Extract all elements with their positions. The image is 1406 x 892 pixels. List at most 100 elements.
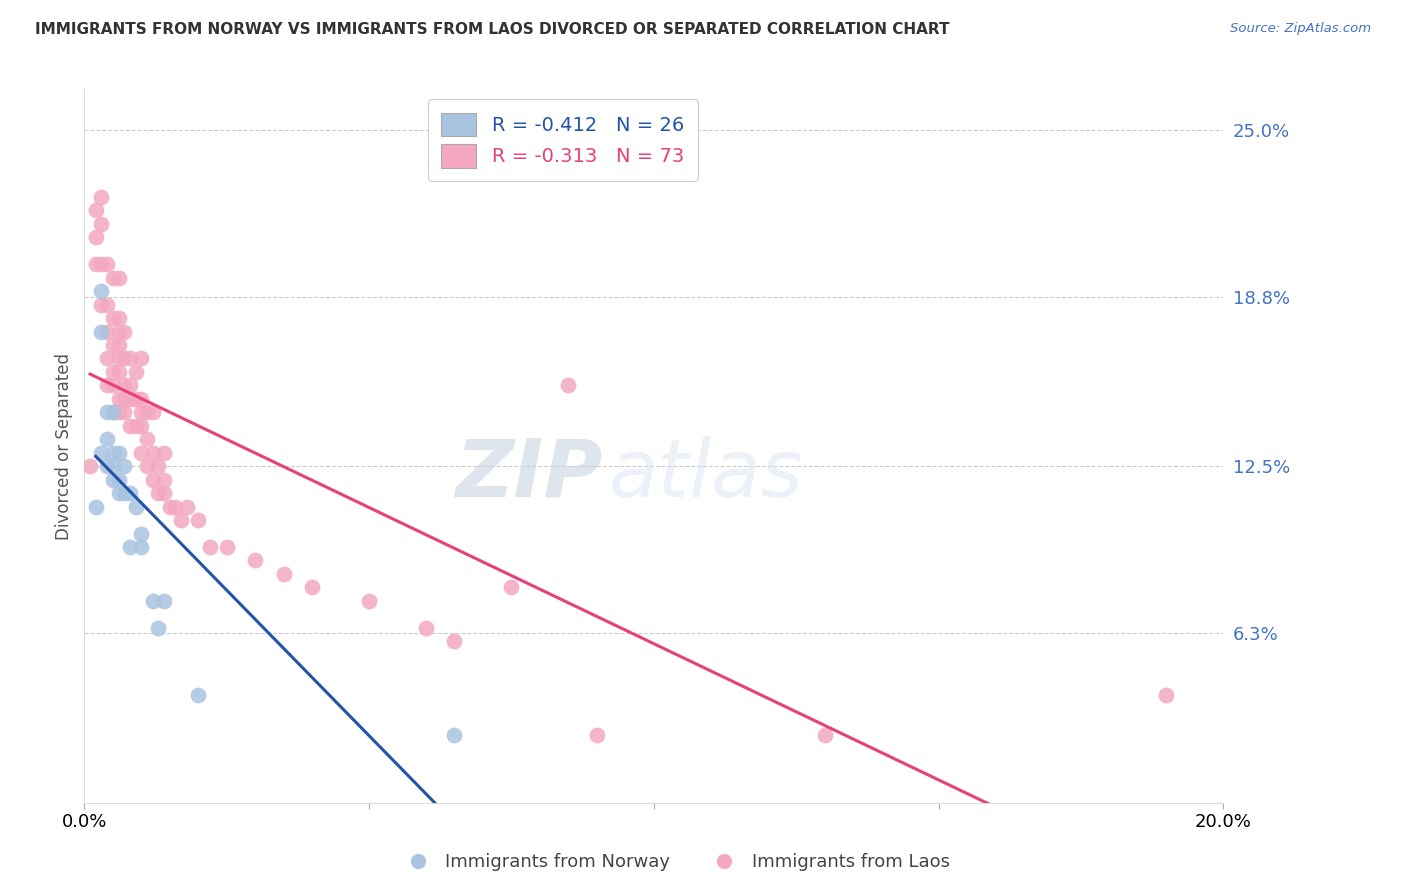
Point <box>118 486 141 500</box>
Point <box>107 338 129 352</box>
Point <box>101 405 124 419</box>
Point <box>131 446 153 460</box>
Point <box>153 446 176 460</box>
Point <box>107 365 129 379</box>
Point <box>96 257 118 271</box>
Point <box>112 405 135 419</box>
Point <box>136 432 159 446</box>
Point <box>96 325 118 339</box>
Point <box>107 486 129 500</box>
Point <box>142 473 165 487</box>
Point <box>112 351 135 366</box>
Point <box>198 540 221 554</box>
Point <box>359 594 381 608</box>
Point <box>131 540 153 554</box>
Point <box>101 459 124 474</box>
Point <box>118 378 141 392</box>
Point <box>96 405 118 419</box>
Point <box>118 418 141 433</box>
Point <box>187 513 209 527</box>
Text: Source: ZipAtlas.com: Source: ZipAtlas.com <box>1230 22 1371 36</box>
Point <box>586 729 609 743</box>
Point <box>107 325 129 339</box>
Point <box>124 500 146 514</box>
Point <box>101 473 124 487</box>
Point <box>107 473 129 487</box>
Point <box>90 257 112 271</box>
Point <box>148 621 170 635</box>
Point <box>101 338 124 352</box>
Point <box>443 634 465 648</box>
Point <box>101 270 124 285</box>
Point <box>131 392 153 406</box>
Point <box>1156 688 1178 702</box>
Point <box>90 217 112 231</box>
Point <box>142 405 165 419</box>
Point <box>273 566 295 581</box>
Point <box>557 378 579 392</box>
Text: ZIP: ZIP <box>456 435 603 514</box>
Point <box>159 500 181 514</box>
Point <box>131 526 153 541</box>
Point <box>84 257 107 271</box>
Point <box>118 540 141 554</box>
Point <box>153 486 176 500</box>
Point <box>101 405 124 419</box>
Legend: R = -0.412   N = 26, R = -0.313   N = 73: R = -0.412 N = 26, R = -0.313 N = 73 <box>427 99 697 181</box>
Point <box>101 365 124 379</box>
Point <box>107 446 129 460</box>
Point <box>96 459 118 474</box>
Y-axis label: Divorced or Separated: Divorced or Separated <box>55 352 73 540</box>
Point <box>112 378 135 392</box>
Point <box>148 459 170 474</box>
Point <box>415 621 437 635</box>
Point <box>90 284 112 298</box>
Point <box>124 392 146 406</box>
Point <box>101 311 124 326</box>
Point <box>84 500 107 514</box>
Point <box>187 688 209 702</box>
Text: atlas: atlas <box>609 435 803 514</box>
Point <box>84 203 107 218</box>
Point <box>142 594 165 608</box>
Point <box>107 405 129 419</box>
Point <box>443 729 465 743</box>
Point <box>165 500 187 514</box>
Point <box>131 351 153 366</box>
Point <box>96 378 118 392</box>
Legend: Immigrants from Norway, Immigrants from Laos: Immigrants from Norway, Immigrants from … <box>392 847 957 879</box>
Point <box>136 459 159 474</box>
Point <box>814 729 837 743</box>
Point <box>124 365 146 379</box>
Point <box>90 298 112 312</box>
Point <box>79 459 101 474</box>
Point <box>96 351 118 366</box>
Point <box>301 580 323 594</box>
Point <box>96 432 118 446</box>
Point <box>215 540 238 554</box>
Point <box>118 351 141 366</box>
Point <box>176 500 198 514</box>
Point <box>112 392 135 406</box>
Point <box>170 513 193 527</box>
Point <box>245 553 267 567</box>
Point <box>90 190 112 204</box>
Point <box>101 378 124 392</box>
Point <box>112 486 135 500</box>
Point <box>136 405 159 419</box>
Point <box>90 446 112 460</box>
Point <box>107 270 129 285</box>
Point <box>107 311 129 326</box>
Point <box>107 351 129 366</box>
Text: IMMIGRANTS FROM NORWAY VS IMMIGRANTS FROM LAOS DIVORCED OR SEPARATED CORRELATION: IMMIGRANTS FROM NORWAY VS IMMIGRANTS FRO… <box>35 22 949 37</box>
Point <box>153 473 176 487</box>
Point <box>112 325 135 339</box>
Point <box>148 486 170 500</box>
Point <box>101 446 124 460</box>
Point <box>90 325 112 339</box>
Point <box>107 392 129 406</box>
Point <box>96 298 118 312</box>
Point <box>142 446 165 460</box>
Point <box>153 594 176 608</box>
Point <box>112 459 135 474</box>
